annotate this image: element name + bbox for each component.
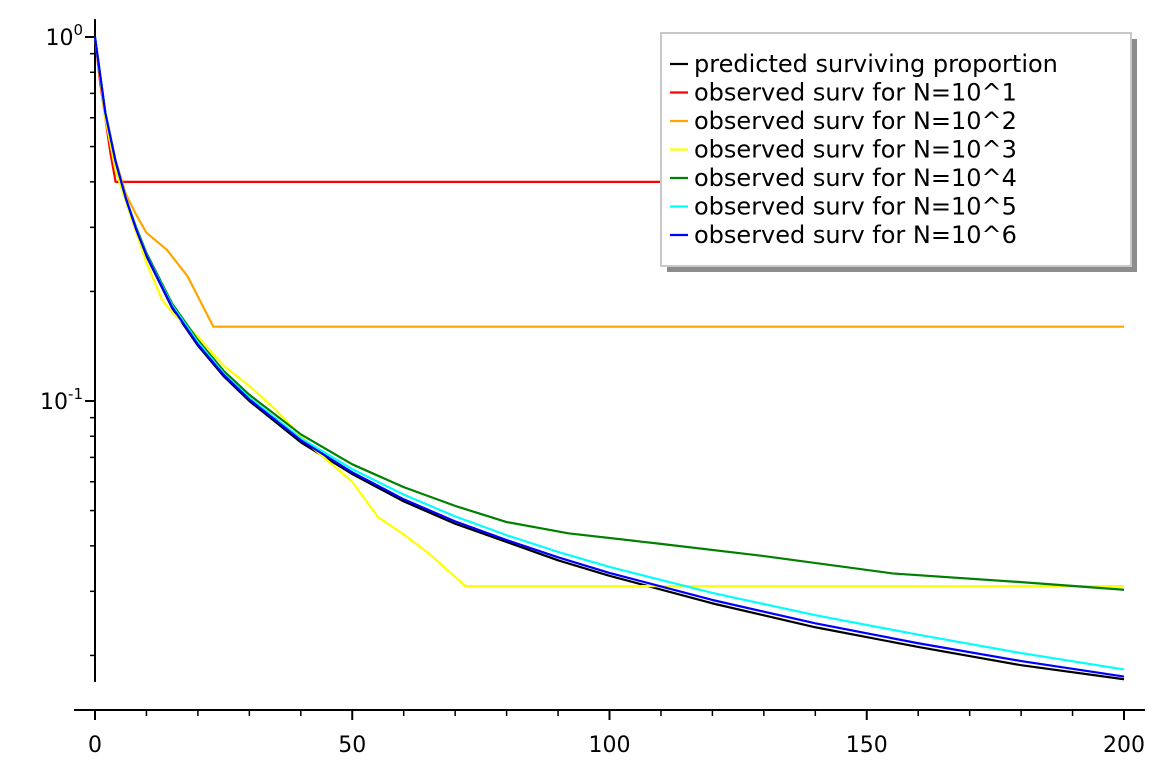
x-tick-label: 100: [589, 733, 631, 758]
legend-entry: observed surv for N=10^1: [694, 79, 1017, 107]
legend-box: [660, 32, 1132, 267]
legend-entry: observed surv for N=10^4: [694, 164, 1017, 192]
x-tick-label: 0: [88, 733, 102, 758]
y-tick-exponent: -1: [68, 385, 83, 403]
legend-entry: predicted surviving proportion: [694, 50, 1058, 78]
y-tick-label: 10-1: [40, 385, 83, 415]
legend-entry: observed surv for N=10^5: [694, 193, 1017, 221]
y-tick-base: 10: [40, 390, 68, 415]
legend-entry: observed surv for N=10^6: [694, 221, 1017, 249]
series-lines: [93, 36, 1125, 681]
x-tick-label: 200: [1103, 733, 1145, 758]
x-tick-label: 50: [338, 733, 366, 758]
y-tick-exponent: 0: [73, 21, 83, 39]
series-line-7: [93, 36, 1125, 678]
y-tick-base: 10: [45, 26, 73, 51]
x-tick-label: 150: [846, 733, 888, 758]
legend-entry: observed surv for N=10^3: [694, 136, 1017, 164]
y-tick-label: 100: [45, 21, 83, 51]
legend-entry: observed surv for N=10^2: [694, 107, 1017, 135]
